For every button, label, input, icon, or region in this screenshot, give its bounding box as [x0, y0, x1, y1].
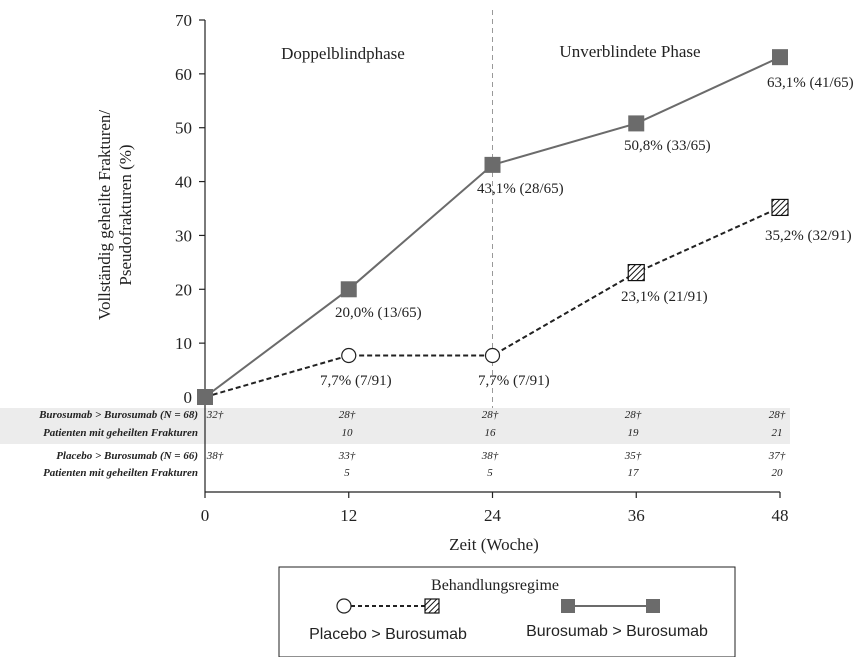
- x-axis-label: Zeit (Woche): [449, 535, 539, 554]
- table-row-label: Placebo > Burosumab (N = 66): [56, 450, 198, 462]
- table-cell: 32†: [206, 409, 224, 421]
- phase-label-double-blind: Doppelblindphase: [281, 44, 405, 63]
- y-tick-label: 40: [175, 173, 192, 192]
- y-tick-label: 0: [184, 388, 193, 407]
- table-cell: 28†: [625, 409, 642, 421]
- table-cell: 28†: [339, 409, 356, 421]
- burosumab-data-label: 43,1% (28/65): [477, 181, 564, 197]
- legend-placebo-hatched-marker: [424, 598, 440, 614]
- burosumab-data-label: 50,8% (33/65): [624, 138, 711, 154]
- x-tick-label: 0: [201, 506, 210, 525]
- legend-placebo-circle-marker: [336, 598, 352, 614]
- table-cell: 38†: [481, 450, 499, 462]
- table-cell: 37†: [768, 450, 786, 462]
- placebo-data-label: 7,7% (7/91): [478, 373, 550, 389]
- table-cell: 5: [487, 467, 493, 479]
- table-cell: 19: [628, 427, 640, 439]
- x-tick-label: 12: [340, 506, 357, 525]
- x-tick-label: 36: [628, 506, 645, 525]
- table-cell: 10: [342, 427, 354, 439]
- table-cell: 33†: [338, 450, 356, 462]
- table-band-burosumab: [0, 408, 790, 444]
- placebo-point-circle: [484, 347, 501, 364]
- burosumab-point: [628, 115, 645, 132]
- placebo-point-hatched: [627, 263, 645, 282]
- burosumab-point: [484, 156, 501, 173]
- x-tick-label: 48: [772, 506, 789, 525]
- y-axis-label-line2: Pseudofrakturen (%): [116, 144, 135, 285]
- y-tick-label: 10: [175, 334, 192, 353]
- table-cell: 28†: [482, 409, 499, 421]
- burosumab-data-label: 20,0% (13/65): [335, 305, 422, 321]
- table-cell: 5: [344, 467, 350, 479]
- placebo-point-hatched: [771, 198, 789, 217]
- table-cell: 21: [772, 427, 783, 439]
- placebo-data-label: 7,7% (7/91): [320, 373, 392, 389]
- table-cell: 35†: [624, 450, 642, 462]
- axes: 0 10 20 30 40 50 60 70 0 12 24 36 48: [175, 11, 789, 525]
- x-tick-label: 24: [484, 506, 502, 525]
- table-cell: 20: [772, 467, 784, 479]
- y-tick-label: 70: [175, 11, 192, 30]
- burosumab-data-label: 63,1% (41/65): [767, 75, 854, 91]
- table-cell: 38†: [206, 450, 224, 462]
- burosumab-point: [340, 281, 357, 298]
- table-row-label: Patienten mit geheilten Frakturen: [43, 427, 198, 439]
- placebo-data-label: 23,1% (21/91): [621, 289, 708, 305]
- legend-burosumab-marker-right: [646, 599, 660, 613]
- table-row-label: Burosumab > Burosumab (N = 68): [38, 409, 198, 421]
- burosumab-point: [772, 49, 788, 66]
- y-tick-label: 30: [175, 226, 192, 245]
- series-line-placebo: [204, 206, 781, 398]
- legend-burosumab-marker-left: [561, 599, 575, 613]
- placebo-point-circle: [341, 347, 357, 364]
- series-layer: 20,0% (13/65) 43,1% (28/65) 50,8% (33/65) 6…: [197, 49, 854, 405]
- table-cell: 17: [628, 467, 640, 479]
- burosumab-point: [197, 389, 213, 405]
- table-background: [0, 408, 790, 444]
- phase-layer: Doppelblindphase Unverblindete Phase: [281, 10, 701, 408]
- phase-label-open-label: Unverblindete Phase: [559, 42, 700, 61]
- table-layer: Burosumab > Burosumab (N = 68) 32† 28† 28† 2…: [38, 409, 786, 479]
- legend-entry-burosumab: Burosumab > Burosumab: [526, 623, 708, 640]
- legend-entry-placebo: Placebo > Burosumab: [309, 626, 467, 643]
- legend: Behandlungsregime Placebo > Burosumab Bu…: [278, 566, 736, 657]
- table-cell: 28†: [769, 409, 786, 421]
- table-row-label: Patienten mit geheilten Frakturen: [43, 467, 198, 479]
- placebo-data-label: 35,2% (32/91): [765, 228, 852, 244]
- y-axis-label-line1: Vollständig geheilte Frakturen/: [95, 110, 114, 321]
- table-cell: 16: [485, 427, 497, 439]
- y-tick-label: 60: [175, 65, 192, 84]
- legend-title: Behandlungsregime: [431, 577, 559, 594]
- y-tick-label: 50: [175, 119, 192, 138]
- y-tick-label: 20: [175, 280, 192, 299]
